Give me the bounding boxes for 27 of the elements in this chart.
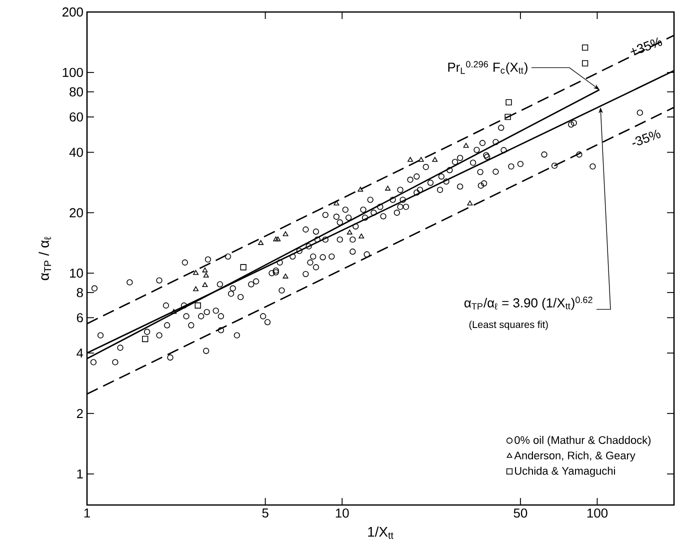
y-tick-label: 2 [76, 408, 83, 418]
y-tick-label: 200 [62, 7, 83, 16]
y-tick-label: 10 [70, 268, 83, 278]
x-tick-label: 10 [336, 508, 349, 518]
annotation: Pr$_{L}$$^{0.296}$ F$_{c}$(X$_{tt}$) [448, 60, 528, 74]
annotation: (Least squares fit) [469, 320, 548, 330]
y-axis-title: α$_{TP}$ / α$_{ℓ}$ [38, 236, 52, 280]
annotation: +35% [630, 37, 662, 54]
legend-label: 0% oil (Mathur & Chaddock) [514, 436, 651, 446]
x-axis-title: 1/X$_{tt}$ [368, 526, 394, 539]
y-tick-label: 20 [70, 208, 83, 218]
y-tick-label: 4 [76, 348, 84, 358]
x-tick-label: 5 [262, 508, 268, 518]
annotation: -35% [632, 130, 661, 146]
legend-label: Anderson, Rich, & Geary [514, 451, 636, 462]
y-tick-label: 60 [70, 112, 83, 122]
y-tick-label: 6 [76, 313, 83, 322]
y-tick-label: 8 [76, 288, 83, 298]
x-tick-label: 1 [84, 508, 90, 518]
x-tick-label: 100 [587, 508, 608, 518]
legend-label: Uchida & Yamaguchi [515, 466, 615, 477]
y-tick-label: 80 [70, 87, 83, 96]
x-tick-label: 50 [514, 508, 528, 518]
y-tick-label: 100 [62, 68, 83, 77]
y-tick-label: 1 [77, 469, 83, 478]
annotation: α$_{TP}$/α$_{ℓ}$ = 3.90 (1/X$_{tt}$)$^{0.62}$ [464, 296, 592, 310]
y-tick-label: 40 [69, 148, 83, 157]
